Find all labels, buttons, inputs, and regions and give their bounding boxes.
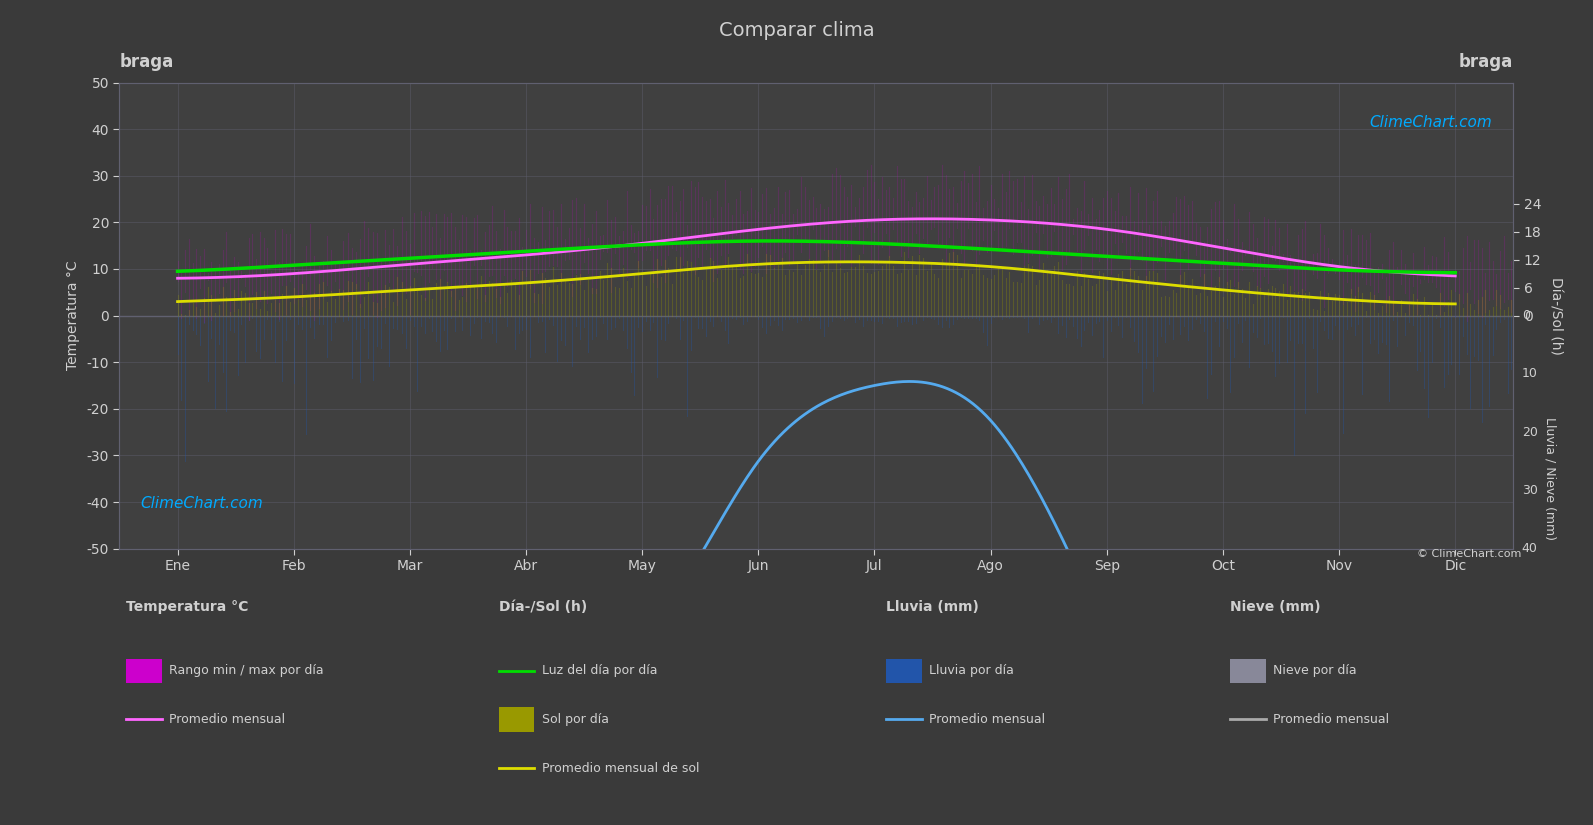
Text: Promedio mensual: Promedio mensual bbox=[929, 713, 1045, 726]
Text: Luz del día por día: Luz del día por día bbox=[542, 664, 658, 677]
Text: Promedio mensual: Promedio mensual bbox=[1273, 713, 1389, 726]
Bar bbox=[886, 658, 922, 683]
Text: braga: braga bbox=[1459, 53, 1513, 71]
Text: Promedio mensual de sol: Promedio mensual de sol bbox=[542, 761, 699, 775]
Text: ClimeChart.com: ClimeChart.com bbox=[1370, 116, 1493, 130]
Text: Comparar clima: Comparar clima bbox=[718, 21, 875, 40]
Text: Promedio mensual: Promedio mensual bbox=[169, 713, 285, 726]
Text: © ClimeChart.com: © ClimeChart.com bbox=[1416, 549, 1521, 559]
Text: Día-/Sol (h): Día-/Sol (h) bbox=[499, 601, 586, 615]
Bar bbox=[126, 658, 162, 683]
Text: Rango min / max por día: Rango min / max por día bbox=[169, 664, 323, 677]
Text: Lluvia (mm): Lluvia (mm) bbox=[886, 601, 978, 615]
Text: Lluvia / Nieve (mm): Lluvia / Nieve (mm) bbox=[1544, 417, 1556, 540]
Bar bbox=[499, 707, 535, 732]
Text: Sol por día: Sol por día bbox=[542, 713, 609, 726]
Text: 40: 40 bbox=[1521, 542, 1537, 555]
Text: 0: 0 bbox=[1521, 309, 1529, 322]
Bar bbox=[1230, 658, 1266, 683]
Text: braga: braga bbox=[119, 53, 174, 71]
Text: Lluvia por día: Lluvia por día bbox=[929, 664, 1013, 677]
Text: 20: 20 bbox=[1521, 426, 1537, 439]
Text: 10: 10 bbox=[1521, 367, 1537, 380]
Text: ClimeChart.com: ClimeChart.com bbox=[140, 497, 263, 512]
Text: Nieve por día: Nieve por día bbox=[1273, 664, 1356, 677]
Y-axis label: Temperatura °C: Temperatura °C bbox=[65, 261, 80, 370]
Text: Nieve (mm): Nieve (mm) bbox=[1230, 601, 1321, 615]
Y-axis label: Día-/Sol (h): Día-/Sol (h) bbox=[1548, 276, 1563, 355]
Text: Temperatura °C: Temperatura °C bbox=[126, 601, 249, 615]
Text: 30: 30 bbox=[1521, 483, 1537, 497]
